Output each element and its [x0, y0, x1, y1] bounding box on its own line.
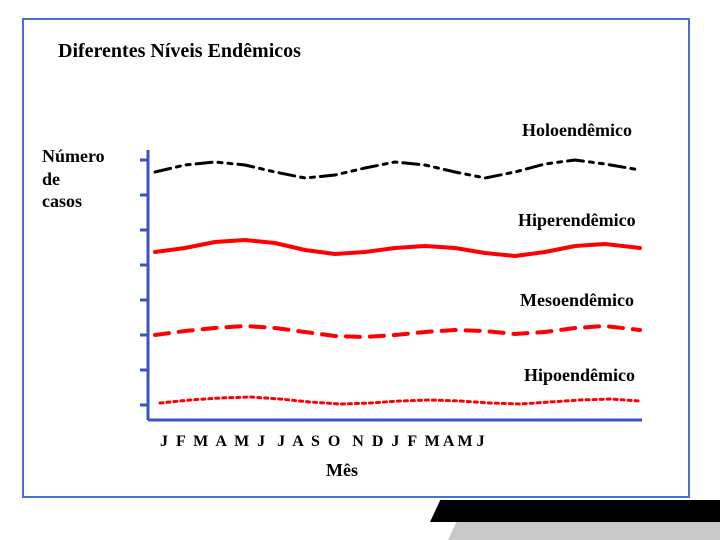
chart-svg [0, 0, 720, 540]
decor-stripe-black [430, 500, 720, 522]
x-tick-labels: J F M A M J J A S O N D J F M A M J [160, 433, 485, 451]
x-axis-label: Mês [326, 460, 358, 481]
decor-stripe-grey [448, 522, 720, 540]
